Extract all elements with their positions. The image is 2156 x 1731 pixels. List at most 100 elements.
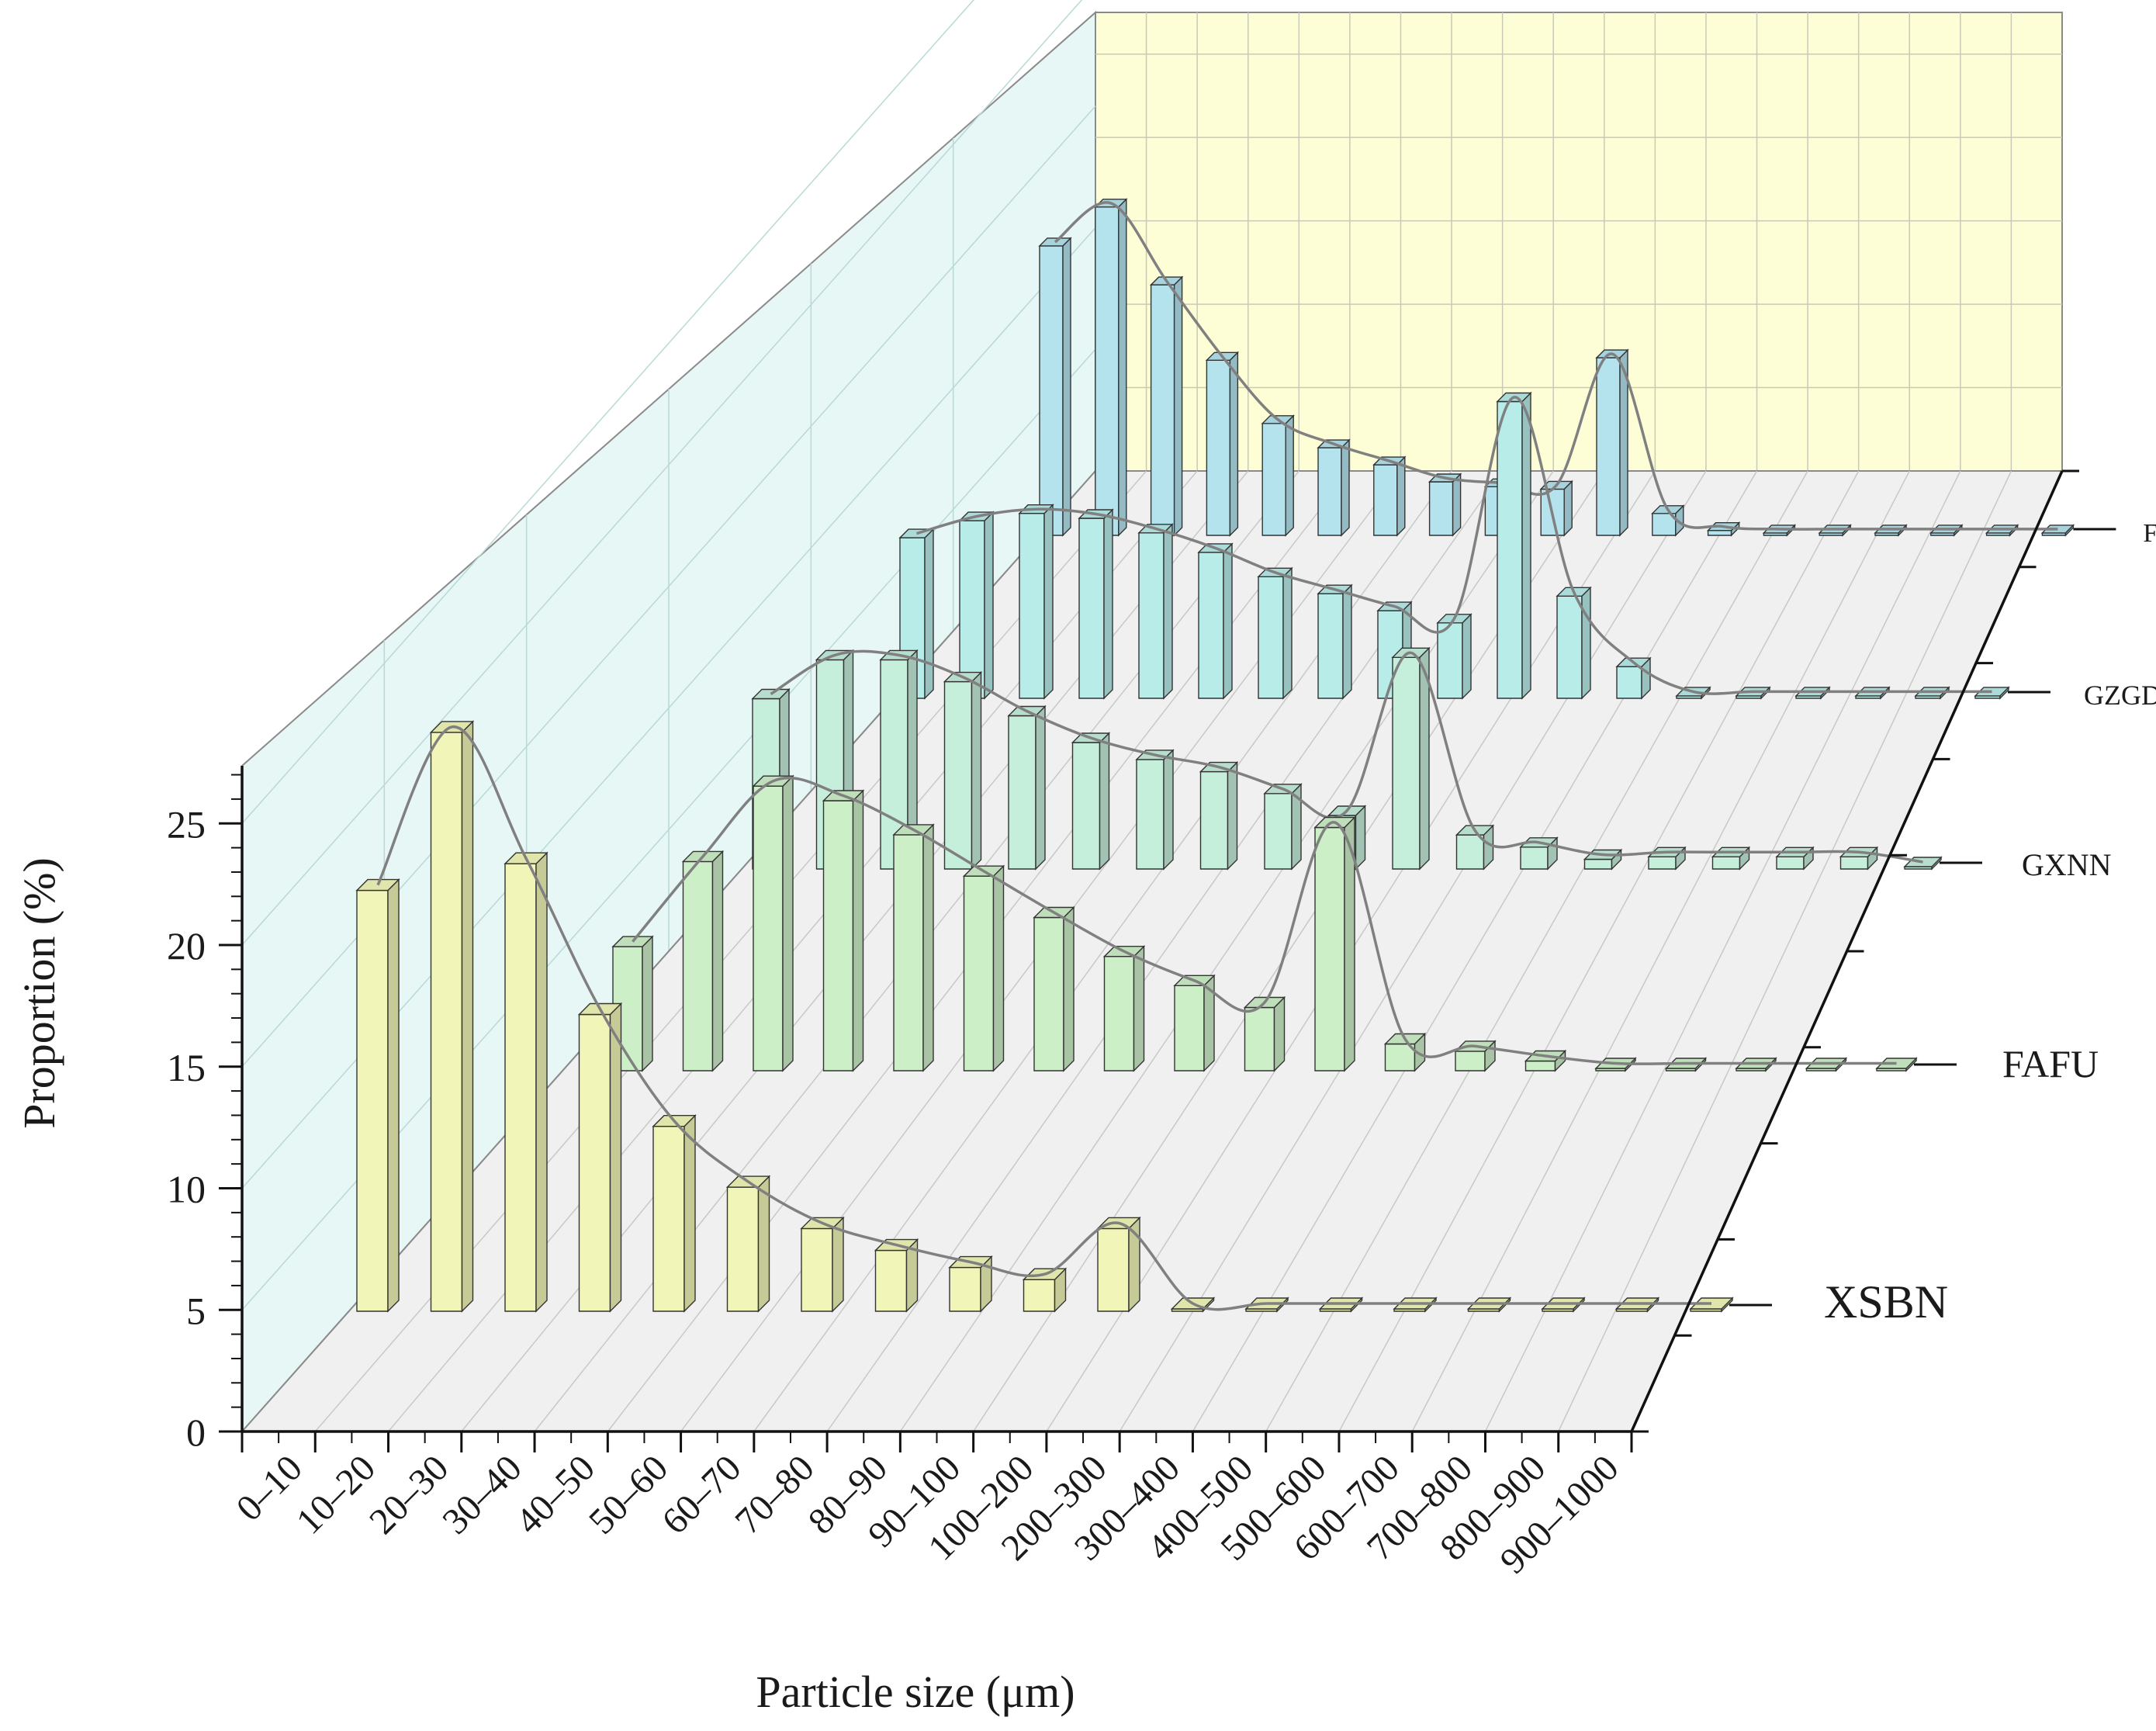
- bar-front: [1314, 826, 1345, 1071]
- bar-side: [1229, 351, 1239, 537]
- bar: [1071, 732, 1111, 871]
- bar-front: [1095, 206, 1120, 536]
- bar-side: [1227, 760, 1238, 871]
- series-gxnn: GXNN: [751, 646, 2112, 882]
- bar: [1135, 749, 1175, 871]
- bar-side: [1118, 198, 1127, 537]
- bar-front: [949, 1266, 981, 1312]
- bar-front: [1317, 447, 1342, 536]
- bar-side: [1342, 583, 1352, 700]
- x-tick-label: 50–60: [581, 1447, 676, 1542]
- series-label-gzgd: GZGD: [2084, 680, 2156, 711]
- bar: [822, 789, 865, 1072]
- bar: [1096, 1216, 1141, 1313]
- y-tick-label: 10: [167, 1168, 206, 1211]
- bar: [1428, 473, 1462, 537]
- series-label-fafu: FAFU: [2002, 1042, 2099, 1085]
- bar-side: [1581, 586, 1591, 700]
- bar: [1033, 905, 1075, 1072]
- bar-side: [461, 720, 474, 1313]
- bar-front: [1317, 593, 1344, 699]
- bar-front: [1839, 856, 1869, 870]
- bar-side: [609, 1002, 622, 1313]
- series-layer: FJFZ GZGD GXNN FAFU XSBN: [355, 198, 2156, 1328]
- trend-line: [916, 396, 1992, 695]
- y-tick-label: 15: [167, 1046, 206, 1089]
- bar-front: [1198, 552, 1224, 699]
- bar-front: [1039, 245, 1064, 536]
- bar-side: [1563, 479, 1573, 537]
- back-wall: [1095, 12, 2063, 472]
- bar-front: [874, 1249, 908, 1312]
- bar-side: [1043, 504, 1054, 700]
- trend-line: [1054, 201, 2058, 531]
- bar-front: [1776, 856, 1805, 870]
- bar-front: [1136, 759, 1165, 870]
- bar: [1038, 237, 1072, 537]
- bar-front: [1373, 464, 1398, 536]
- bar: [958, 511, 995, 700]
- bar-front: [1206, 359, 1231, 536]
- bar-front: [1596, 357, 1621, 536]
- bar: [429, 720, 475, 1313]
- bar-side: [642, 935, 653, 1072]
- bar-front: [1199, 770, 1229, 870]
- bar-side: [1099, 732, 1110, 871]
- bar-front: [1455, 834, 1485, 870]
- bar-front: [1097, 1227, 1130, 1312]
- bar-side: [1163, 749, 1174, 871]
- bar: [1436, 613, 1473, 700]
- bar: [1317, 583, 1353, 700]
- bar-side: [1062, 237, 1071, 537]
- bar-side: [1521, 391, 1531, 700]
- trend-line: [376, 725, 1711, 1311]
- bar: [1102, 945, 1146, 1072]
- bar: [652, 1114, 697, 1313]
- bar-front: [1711, 856, 1741, 870]
- bar-front: [356, 889, 389, 1312]
- series-label-fjfz: FJFZ: [2143, 519, 2156, 548]
- bar: [874, 1238, 919, 1313]
- bar-front: [1616, 666, 1642, 699]
- bar-side: [1103, 508, 1113, 700]
- series-gzgd: GZGD: [898, 391, 2156, 711]
- bar-front: [578, 1013, 611, 1312]
- bar-side: [922, 823, 934, 1072]
- floor-gridline: [1119, 470, 1707, 1432]
- bar-side: [971, 670, 982, 871]
- bar-side: [1273, 995, 1286, 1072]
- x-tick-label: 10–20: [289, 1447, 383, 1542]
- bar: [892, 823, 935, 1072]
- bar-front: [1023, 1279, 1056, 1312]
- bar-front: [504, 863, 537, 1312]
- bar: [1595, 348, 1629, 537]
- bar: [1007, 705, 1047, 871]
- floor-gridline: [1558, 470, 2012, 1432]
- x-axis-title: Particle size (μm): [756, 1667, 1075, 1717]
- bar: [1205, 351, 1240, 537]
- bar: [1317, 438, 1351, 537]
- bar-side: [1163, 523, 1173, 700]
- x-tick-label: 60–70: [654, 1447, 749, 1542]
- bar: [355, 878, 400, 1313]
- bar: [1496, 391, 1532, 700]
- floor-gridline: [1192, 470, 1758, 1432]
- bar: [1556, 586, 1592, 700]
- y-axis-title: Proportion (%): [14, 857, 64, 1129]
- bar-front: [1261, 423, 1286, 536]
- bar: [962, 864, 1005, 1072]
- bar-side: [1223, 542, 1233, 700]
- bar-side: [1173, 275, 1183, 537]
- bar-front: [1071, 742, 1101, 870]
- bar: [1243, 995, 1286, 1072]
- bar-front: [822, 800, 854, 1071]
- bar: [725, 1175, 771, 1313]
- y-tick-label: 20: [167, 924, 206, 968]
- bar-front: [1103, 955, 1135, 1071]
- bar-front: [1648, 856, 1677, 870]
- bar-side: [782, 774, 794, 1072]
- bar: [1094, 198, 1128, 537]
- bar: [1391, 646, 1431, 871]
- bar: [1257, 566, 1293, 700]
- bar: [800, 1216, 845, 1313]
